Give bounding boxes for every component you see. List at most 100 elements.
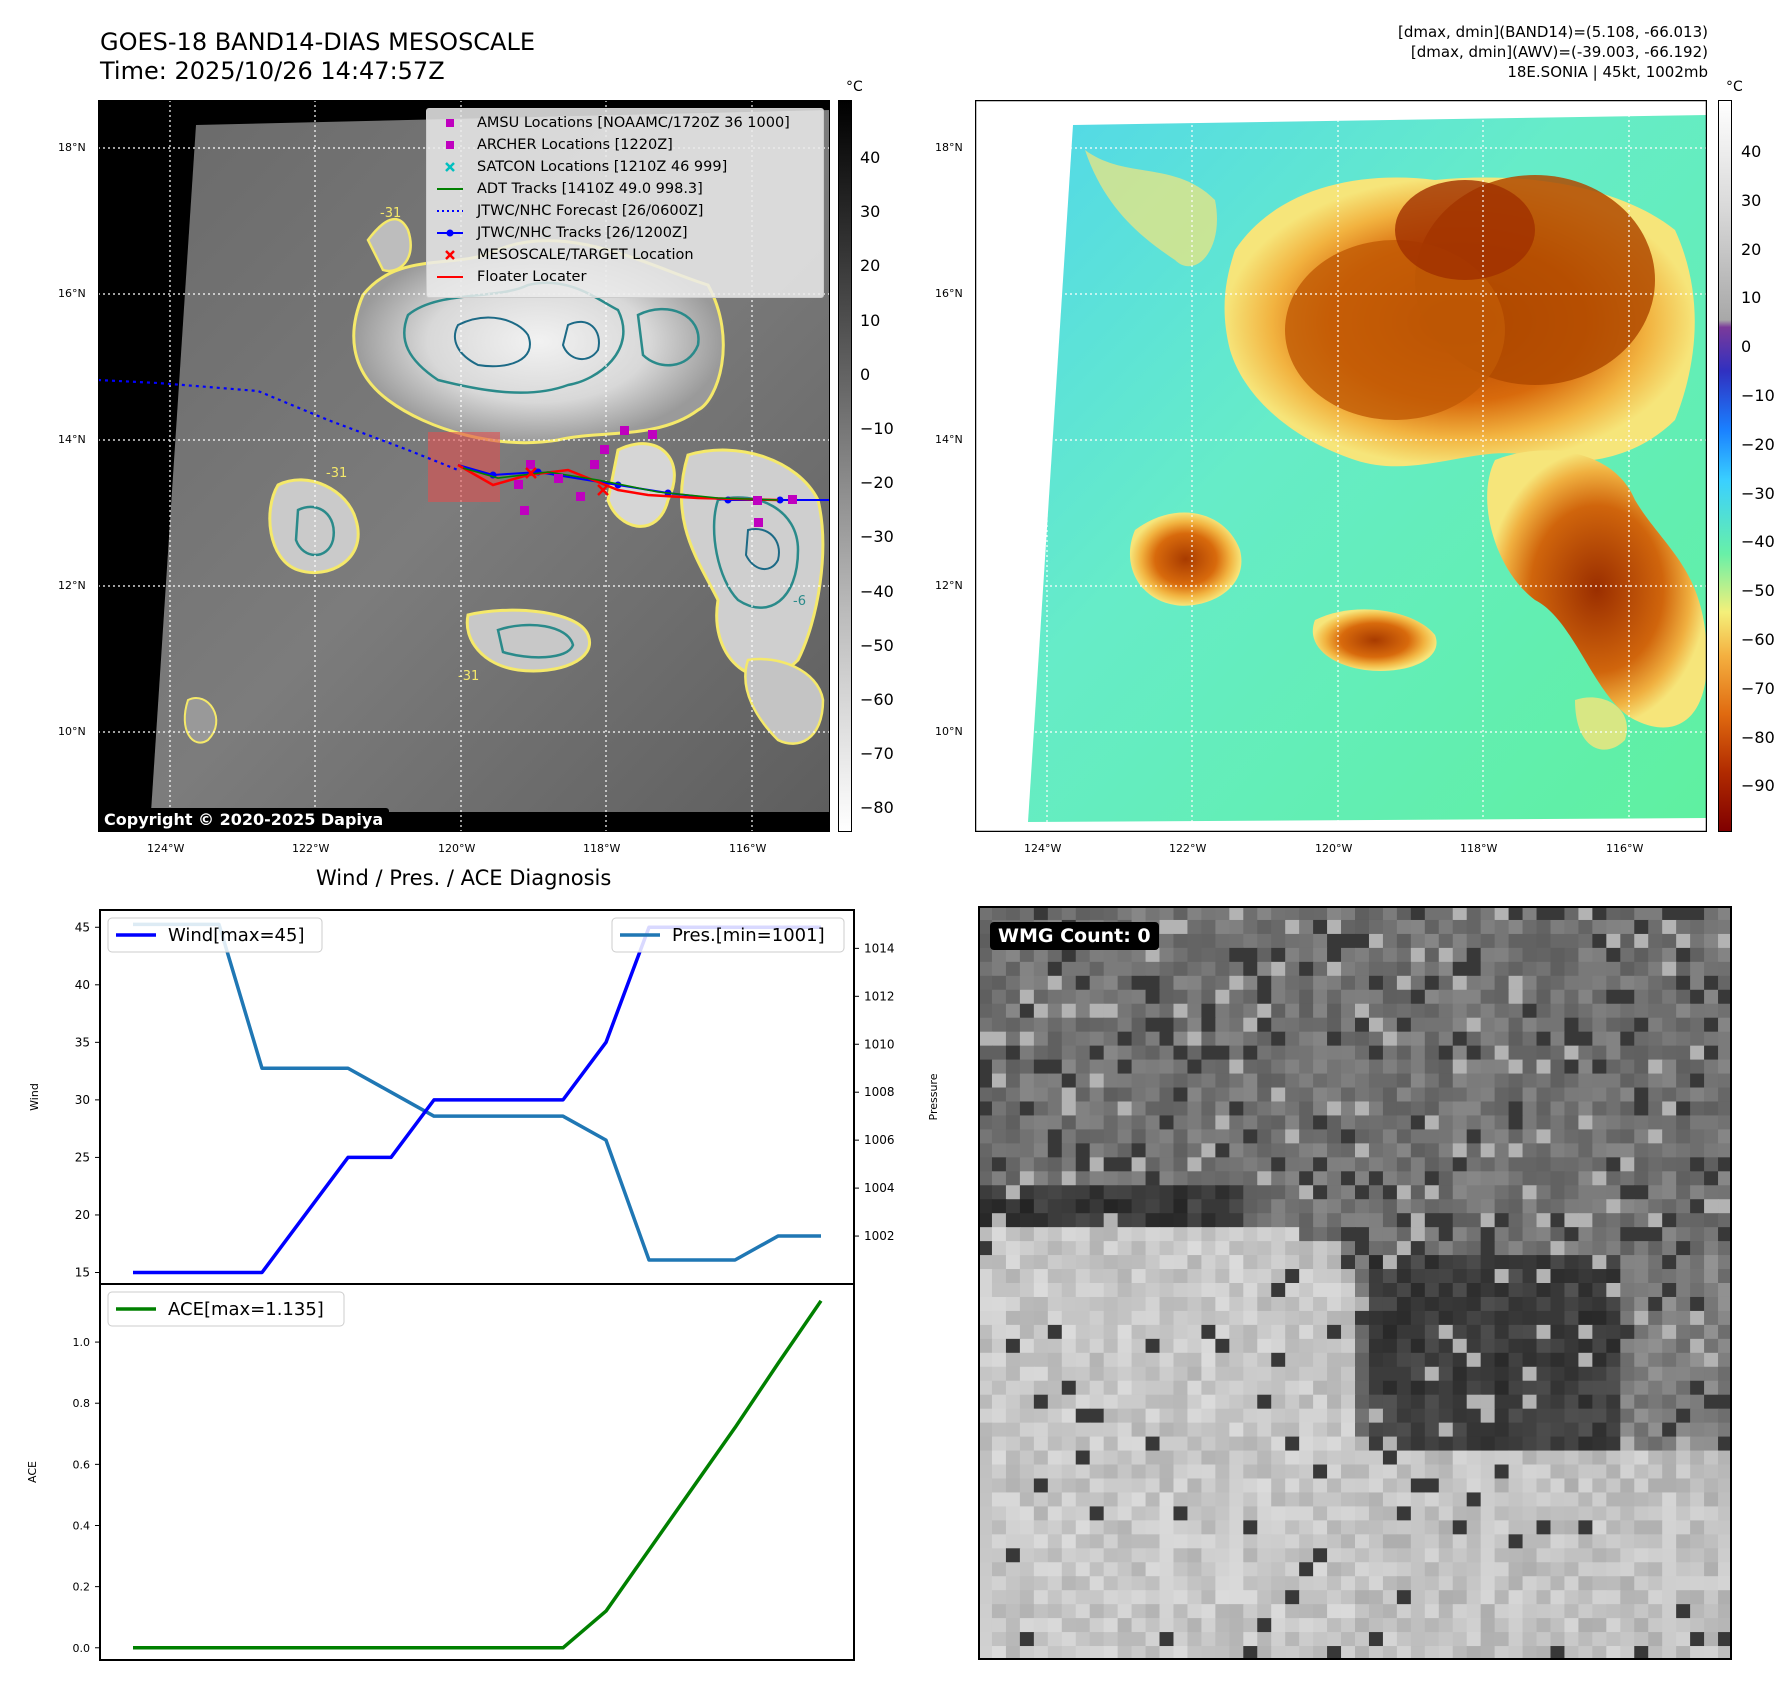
wmg-cell <box>1536 1576 1552 1591</box>
wmg-cell <box>1117 1185 1133 1200</box>
wmg-cell <box>1173 1115 1189 1130</box>
wmg-cell <box>1410 947 1426 963</box>
wmg-cell <box>1564 975 1579 991</box>
wmg-cell <box>1075 1478 1091 1494</box>
wmg-cell <box>1634 1646 1649 1660</box>
wmg-cell <box>1438 961 1454 977</box>
wmg-cell <box>1634 1618 1649 1633</box>
wmg-cell <box>1299 1590 1314 1605</box>
wmg-cell <box>1243 1296 1258 1312</box>
colorbar-tick-label: −10 <box>860 419 894 438</box>
wmg-cell <box>1341 1227 1356 1242</box>
wmg-cell <box>1452 1129 1468 1144</box>
wmg-cell <box>1508 1129 1524 1144</box>
wmg-cell <box>1676 1283 1691 1298</box>
wmg-cell <box>1131 1045 1147 1061</box>
wmg-cell <box>1620 1185 1635 1200</box>
wmg-cell <box>1299 1296 1314 1312</box>
wmg-cell <box>1313 1171 1328 1186</box>
wmg-cell <box>1494 1618 1510 1633</box>
wmg-cell <box>1382 1478 1398 1494</box>
wmg-cell <box>1229 1590 1244 1605</box>
wmg-cell <box>1257 1324 1272 1340</box>
wmg-cell <box>1313 919 1328 935</box>
wmg-cell <box>1494 1059 1510 1075</box>
wmg-cell <box>1564 1185 1579 1200</box>
wmg-cell <box>978 1157 993 1172</box>
wmg-cell <box>1564 1646 1579 1660</box>
wmg-cell <box>1648 1171 1663 1186</box>
wmg-cell <box>1368 1045 1384 1061</box>
wmg-cell <box>1271 1227 1286 1242</box>
wmg-cell <box>1508 947 1524 963</box>
wmg-cell <box>1257 1241 1272 1256</box>
wmg-cell <box>1257 1520 1272 1535</box>
wmg-cell <box>1229 1352 1244 1368</box>
wmg-cell <box>1089 1310 1105 1326</box>
wmg-cell <box>1466 1003 1482 1019</box>
wmg-cell <box>1355 1129 1370 1144</box>
wmg-cell <box>1592 1129 1607 1144</box>
wmg-cell <box>1368 1031 1384 1047</box>
wmg-cell <box>1718 1464 1732 1480</box>
wmg-cell <box>1494 1338 1510 1354</box>
wmg-cell <box>1564 933 1579 949</box>
wmg-cell <box>1606 906 1621 921</box>
colorbar-tick-label: −80 <box>860 798 894 818</box>
wmg-cell <box>1285 947 1300 963</box>
wmg-cell <box>978 1646 993 1660</box>
wmg-cell <box>1382 1045 1398 1061</box>
wmg-cell <box>1187 1087 1202 1103</box>
wmg-cell <box>1690 1520 1705 1535</box>
wmg-cell <box>1327 1101 1342 1117</box>
wmg-cell <box>1550 1338 1566 1354</box>
wmg-cell <box>1215 1045 1230 1061</box>
wmg-cell <box>1634 1408 1649 1424</box>
wmg-cell <box>1131 1590 1147 1605</box>
wmg-cell <box>991 1241 1007 1256</box>
wmg-cell <box>1173 961 1189 977</box>
wmg-cell <box>1592 1548 1607 1563</box>
wmg-cell <box>1382 1394 1398 1410</box>
map-title: GOES-18 BAND14-DIAS MESOSCALE <box>100 28 536 56</box>
wmg-cell <box>1424 975 1440 991</box>
wmg-cell <box>1606 1199 1621 1214</box>
wmg-cell <box>1089 1296 1105 1312</box>
wmg-cell <box>1103 1380 1119 1396</box>
wmg-cell <box>1285 1324 1300 1340</box>
wmg-cell <box>991 1534 1007 1549</box>
wmg-cell <box>1564 1450 1579 1466</box>
wmg-cell <box>1341 933 1356 949</box>
wmg-cell <box>1299 1073 1314 1089</box>
wmg-cell <box>1606 1115 1621 1130</box>
wmg-cell <box>1215 975 1230 991</box>
wmg-cell <box>1382 1380 1398 1396</box>
wmg-cell <box>1606 1464 1621 1480</box>
wmg-cell <box>1005 1408 1021 1424</box>
wmg-cell <box>1243 1604 1258 1619</box>
wmg-cell <box>1355 1045 1370 1061</box>
wmg-cell <box>1606 1045 1621 1061</box>
wmg-cell <box>1662 1115 1677 1130</box>
wmg-cell <box>1257 1101 1272 1117</box>
wmg-cell <box>1480 1492 1496 1507</box>
wmg-cell <box>1215 947 1230 963</box>
wmg-cell <box>1382 1492 1398 1507</box>
wmg-cell <box>1019 1478 1035 1494</box>
wmg-cell <box>1229 1338 1244 1354</box>
wmg-cell <box>1592 1171 1607 1186</box>
wmg-cell <box>1201 1283 1216 1298</box>
wmg-cell <box>1117 1310 1133 1326</box>
wmg-cell <box>1005 1087 1021 1103</box>
pressure-axis-label: Pressure <box>927 1073 940 1120</box>
wmg-cell <box>1620 1031 1635 1047</box>
wmg-cell <box>1704 1338 1719 1354</box>
wmg-cell <box>1564 906 1579 921</box>
wmg-cell <box>1550 1199 1566 1214</box>
wmg-cell <box>1061 1366 1077 1382</box>
wmg-cell <box>1187 989 1202 1005</box>
wmg-cell <box>1466 1241 1482 1256</box>
wmg-cell <box>1047 1073 1063 1089</box>
wmg-cell <box>1005 1157 1021 1172</box>
colorbar-tick-label: −40 <box>1741 532 1775 552</box>
